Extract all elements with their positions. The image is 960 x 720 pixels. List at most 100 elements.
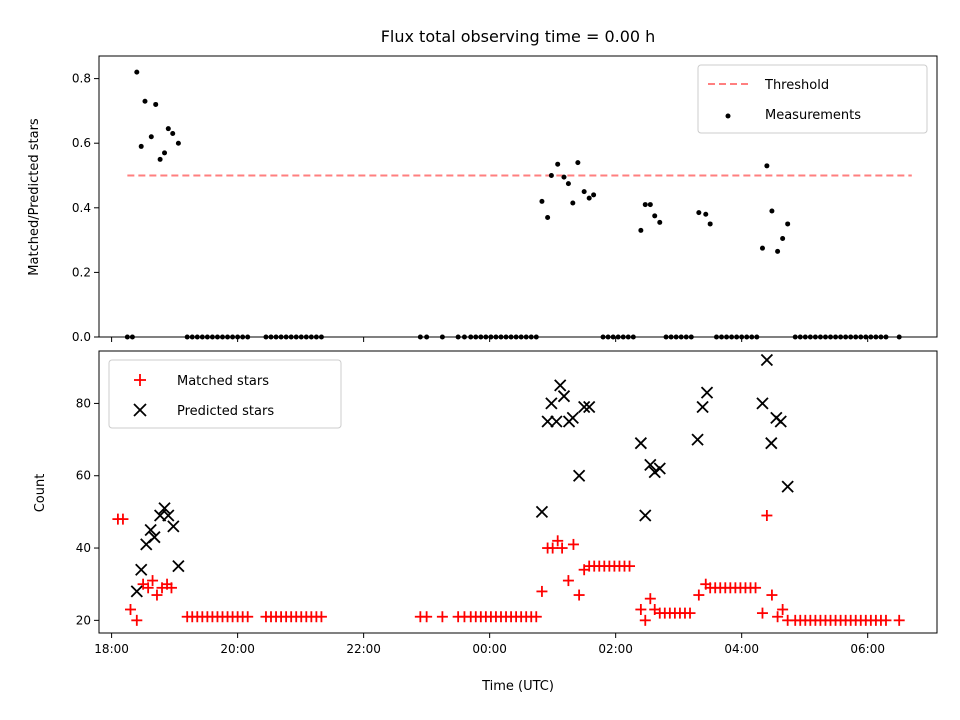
- bottom-legend-box: [108, 359, 342, 429]
- measurement-point: [175, 140, 181, 146]
- bottom-y-tick-label: 20: [76, 613, 91, 627]
- predicted-stars-point: [557, 390, 571, 403]
- measurements-legend-label: Measurements: [765, 108, 861, 123]
- measurement-point: [555, 161, 561, 167]
- measurement-point: [696, 210, 702, 216]
- matched-stars-point: [693, 589, 705, 601]
- measurement-point: [142, 98, 148, 104]
- predicted-stars-point: [148, 531, 161, 544]
- predicted-stars-point: [760, 353, 774, 367]
- top-panel: 0.00.20.40.60.8 Matched/Predicted stars …: [27, 55, 938, 344]
- predicted-stars-point: [653, 462, 666, 475]
- measurement-point: [575, 160, 581, 166]
- predicted-stars-point: [162, 509, 175, 522]
- predicted-stars-point: [696, 400, 709, 414]
- matched-stars-point: [750, 582, 762, 594]
- predicted-stars-point: [545, 397, 558, 410]
- matched-stars-point: [562, 575, 574, 587]
- x-tick-label: 00:00: [472, 642, 507, 656]
- top-y-axis-label: Matched/Predicted stars: [27, 118, 42, 276]
- matched-stars-point: [639, 614, 651, 626]
- predicted-stars-point: [172, 559, 185, 573]
- top-legend: Threshold Measurements: [697, 64, 928, 134]
- predicted-stars-point: [781, 480, 794, 493]
- top-y-tick-label: 0.0: [72, 330, 91, 344]
- measurement-point: [769, 208, 775, 214]
- predicted-stars-point: [541, 415, 554, 428]
- measurement-point: [561, 174, 567, 180]
- matched-stars-point: [684, 607, 696, 619]
- measurement-point: [591, 192, 597, 198]
- predicted-legend-label: Predicted stars: [177, 404, 274, 419]
- chart-title: Flux total observing time = 0.00 h: [381, 27, 656, 46]
- x-tick-label: 02:00: [598, 642, 633, 656]
- x-tick-label: 18:00: [94, 642, 129, 656]
- top-y-tick-label: 0.8: [72, 72, 91, 86]
- matched-stars-point: [151, 589, 163, 601]
- predicted-stars-point: [765, 437, 778, 450]
- measurement-point: [581, 189, 587, 195]
- predicted-stars-point: [535, 505, 549, 519]
- predicted-stars-point: [554, 379, 567, 392]
- matched-stars-point: [242, 611, 254, 623]
- measurement-point: [165, 126, 171, 132]
- measurement-point: [652, 213, 658, 219]
- measurement-point: [764, 163, 770, 169]
- measurement-point: [586, 195, 592, 201]
- measurement-point: [759, 245, 765, 251]
- measurement-point: [539, 198, 545, 204]
- matched-stars-point: [635, 604, 647, 615]
- matched-legend-label: Matched stars: [177, 374, 269, 389]
- predicted-stars-point: [144, 523, 157, 537]
- x-tick-label: 04:00: [724, 642, 759, 656]
- top-axes-frame: [98, 55, 938, 338]
- threshold-legend-label: Threshold: [764, 78, 829, 93]
- matched-stars-point: [880, 614, 892, 626]
- matched-stars-point: [624, 560, 636, 572]
- measurement-point: [703, 211, 709, 217]
- predicted-stars-point: [756, 397, 769, 410]
- predicted-stars-point: [130, 585, 143, 598]
- matched-stars-point: [761, 510, 773, 521]
- predicted-stars-point: [700, 386, 714, 399]
- predicted-stars-point: [644, 458, 657, 472]
- matched-stars-point: [567, 538, 579, 550]
- predicted-stars-point: [550, 415, 563, 428]
- measurement-point: [785, 221, 791, 227]
- matched-legend-marker: [134, 374, 146, 386]
- predicted-stars-point: [158, 502, 171, 515]
- measurement-point: [565, 181, 571, 187]
- predicted-stars-point: [639, 509, 652, 522]
- measurement-point: [642, 202, 648, 208]
- matched-stars-point: [893, 614, 905, 626]
- matched-stars-point: [644, 593, 656, 605]
- matched-stars-series: [112, 510, 905, 626]
- matched-stars-point: [536, 585, 548, 597]
- matched-stars-point: [756, 607, 768, 619]
- bottom-axis-ticks: 20 40 60 80 18:00 20:00 22:00 00:00 02:00 04:00 06…: [76, 396, 885, 656]
- measurement-point: [548, 173, 554, 179]
- matched-stars-point: [147, 575, 159, 587]
- measurement-point: [138, 143, 144, 149]
- predicted-stars-point: [634, 437, 648, 450]
- measurement-point: [157, 156, 163, 162]
- top-y-tick-label: 0.2: [72, 265, 91, 279]
- matched-stars-point: [421, 611, 433, 623]
- top-y-tick-label: 0.4: [72, 201, 91, 215]
- predicted-stars-point: [578, 400, 591, 414]
- measurement-point: [657, 219, 663, 225]
- matched-stars-point: [131, 614, 143, 626]
- top-axis-ticks: 0.0 0.2 0.4 0.6 0.8: [72, 72, 869, 344]
- matched-stars-point: [777, 604, 789, 615]
- matched-stars-point: [766, 589, 778, 601]
- predicted-legend-marker: [133, 403, 147, 417]
- measurement-point: [162, 150, 168, 156]
- predicted-stars-point: [167, 520, 180, 533]
- measurement-point: [775, 248, 781, 254]
- predicted-stars-point: [135, 563, 148, 576]
- top-legend-box: [697, 64, 928, 134]
- matched-stars-point: [772, 611, 784, 623]
- measurement-point: [707, 221, 713, 227]
- measurements-legend-marker: [725, 113, 731, 119]
- matched-stars-point: [547, 542, 559, 554]
